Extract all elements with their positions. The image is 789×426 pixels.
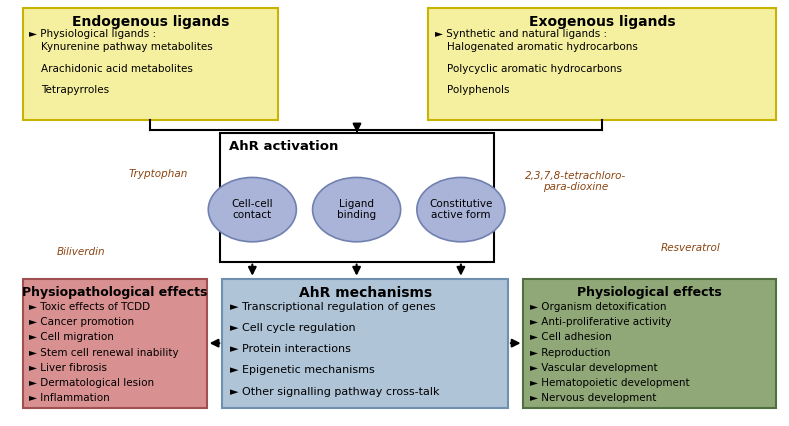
Text: Resveratrol: Resveratrol [661, 243, 721, 253]
FancyBboxPatch shape [23, 8, 278, 120]
Text: Cell-cell
contact: Cell-cell contact [231, 199, 273, 220]
Text: Arachidonic acid metabolites: Arachidonic acid metabolites [42, 63, 193, 74]
Text: Endogenous ligands: Endogenous ligands [72, 15, 229, 29]
Text: AhR mechanisms: AhR mechanisms [298, 286, 432, 300]
Text: ► Hematopoietic development: ► Hematopoietic development [529, 378, 690, 388]
Text: ► Other signalling pathway cross-talk: ► Other signalling pathway cross-talk [230, 386, 439, 397]
Text: ► Synthetic and natural ligands :: ► Synthetic and natural ligands : [435, 29, 607, 39]
Text: ► Epigenetic mechanisms: ► Epigenetic mechanisms [230, 366, 375, 375]
Text: Physiological effects: Physiological effects [578, 286, 722, 299]
Text: ► Cell cycle regulation: ► Cell cycle regulation [230, 323, 356, 333]
Text: Polycyclic aromatic hydrocarbons: Polycyclic aromatic hydrocarbons [447, 63, 622, 74]
Text: ► Organism detoxification: ► Organism detoxification [529, 302, 666, 312]
Ellipse shape [208, 178, 297, 242]
Text: ► Vascular development: ► Vascular development [529, 363, 657, 373]
Ellipse shape [417, 178, 505, 242]
Text: ► Cancer promotion: ► Cancer promotion [29, 317, 134, 327]
Text: Polyphenols: Polyphenols [447, 85, 510, 95]
Text: ► Physiological ligands :: ► Physiological ligands : [29, 29, 156, 39]
Text: ► Inflammation: ► Inflammation [29, 393, 110, 403]
Text: ► Cell adhesion: ► Cell adhesion [529, 332, 611, 343]
Text: Biliverdin: Biliverdin [57, 247, 105, 257]
Text: ► Nervous development: ► Nervous development [529, 393, 656, 403]
Text: Halogenated aromatic hydrocarbons: Halogenated aromatic hydrocarbons [447, 43, 638, 52]
Text: Tetrapyrroles: Tetrapyrroles [42, 85, 110, 95]
Text: Physiopathological effects: Physiopathological effects [22, 286, 208, 299]
Text: Ligand
binding: Ligand binding [337, 199, 376, 220]
Text: AhR activation: AhR activation [229, 140, 338, 153]
FancyBboxPatch shape [220, 132, 494, 262]
Text: ► Transcriptional regulation of genes: ► Transcriptional regulation of genes [230, 302, 436, 312]
FancyBboxPatch shape [222, 279, 508, 408]
Ellipse shape [312, 178, 401, 242]
FancyBboxPatch shape [428, 8, 776, 120]
Text: 2,3,7,8-tetrachloro-
para-dioxine: 2,3,7,8-tetrachloro- para-dioxine [525, 171, 626, 192]
FancyBboxPatch shape [523, 279, 776, 408]
Text: ► Dermatological lesion: ► Dermatological lesion [29, 378, 154, 388]
Text: ► Reproduction: ► Reproduction [529, 348, 610, 357]
Text: ► Protein interactions: ► Protein interactions [230, 344, 351, 354]
Text: Tryptophan: Tryptophan [129, 169, 188, 178]
Text: Constitutive
active form: Constitutive active form [429, 199, 492, 220]
Text: ► Stem cell renewal inability: ► Stem cell renewal inability [29, 348, 179, 357]
Text: ► Toxic effects of TCDD: ► Toxic effects of TCDD [29, 302, 150, 312]
FancyBboxPatch shape [23, 279, 207, 408]
Text: ► Liver fibrosis: ► Liver fibrosis [29, 363, 107, 373]
Text: ► Anti-proliferative activity: ► Anti-proliferative activity [529, 317, 671, 327]
Text: Kynurenine pathway metabolites: Kynurenine pathway metabolites [42, 43, 213, 52]
Text: Exogenous ligands: Exogenous ligands [529, 15, 675, 29]
Text: ► Cell migration: ► Cell migration [29, 332, 114, 343]
